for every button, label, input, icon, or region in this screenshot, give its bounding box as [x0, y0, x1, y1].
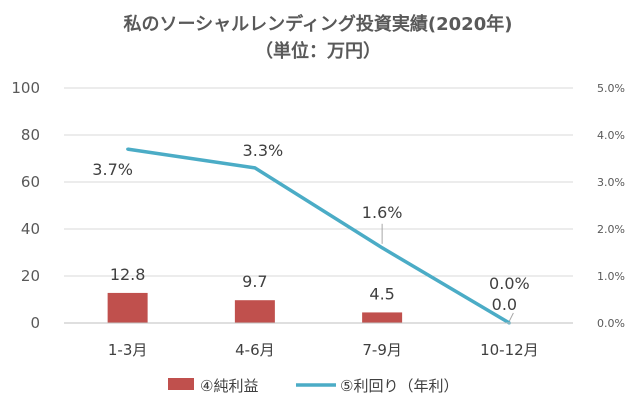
x-tick-label: 10-12月 — [480, 341, 539, 359]
line-data-label: 3.7% — [92, 160, 133, 179]
y2-tick-label: 0.0% — [597, 317, 625, 330]
bar — [362, 312, 403, 323]
bar-data-label: 9.7 — [242, 272, 267, 291]
y-tick-label: 20 — [21, 267, 40, 285]
x-tick-label: 4-6月 — [235, 341, 275, 359]
legend: ④純利益 ⑤利回り（年利） — [168, 377, 458, 395]
bar-data-label: 0.0 — [492, 295, 517, 314]
line-data-label: 0.0% — [489, 274, 530, 293]
bar-series — [107, 292, 403, 323]
chart-subtitle: （単位：万円） — [255, 40, 381, 62]
legend-label-bar: ④純利益 — [200, 377, 258, 395]
line-data-label: 3.3% — [243, 141, 284, 160]
legend-swatch-bar — [168, 378, 194, 390]
bar — [234, 300, 275, 323]
bar — [107, 292, 148, 323]
line-series — [126, 147, 511, 325]
axes: 0 20 40 60 80 100 0.0% 1.0% 2.0% 3.0% 4.0% 5.0% 1-3月… — [11, 79, 625, 359]
y2-tick-label: 4.0% — [597, 129, 625, 142]
y2-tick-label: 3.0% — [597, 176, 625, 189]
x-tick-label: 1-3月 — [108, 341, 148, 359]
line-point — [380, 246, 384, 250]
label-leader-line — [508, 312, 514, 322]
bar-data-label: 12.8 — [110, 265, 146, 284]
x-tick-label: 7-9月 — [362, 341, 402, 359]
y-tick-label: 60 — [21, 173, 40, 191]
bar-data-label: 4.5 — [369, 284, 394, 303]
y-tick-label: 0 — [30, 314, 40, 332]
y2-tick-label: 2.0% — [597, 223, 625, 236]
line-path — [127, 147, 511, 325]
gridlines — [64, 87, 573, 277]
line-point — [253, 166, 257, 170]
y2-tick-label: 1.0% — [597, 270, 625, 283]
y-tick-label: 80 — [21, 126, 40, 144]
line-point — [126, 147, 130, 151]
line-data-label: 1.6% — [362, 203, 403, 222]
y-tick-label: 40 — [21, 220, 40, 238]
legend-label-line: ⑤利回り（年利） — [340, 377, 458, 395]
y2-tick-label: 5.0% — [597, 82, 625, 95]
chart-title: 私のソーシャルレンディング投資実績(2020年) — [124, 13, 513, 35]
data-labels: 12.8 9.7 4.5 0.0 3.7% 3.3% 1.6% 0.0% — [92, 141, 530, 322]
y-tick-label: 100 — [11, 79, 40, 97]
